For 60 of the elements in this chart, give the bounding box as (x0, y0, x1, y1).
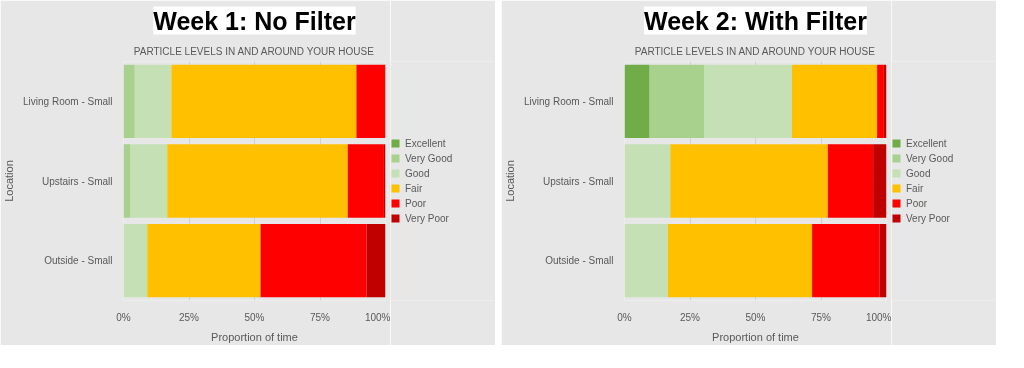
x-tick-label: 100% (865, 311, 892, 323)
bar (366, 224, 386, 298)
x-tick-label: 75% (309, 311, 331, 323)
bar (873, 144, 887, 218)
y-tick-label: Living Room - Small (524, 95, 614, 107)
bar (704, 64, 792, 138)
legend-label: Very Good (906, 152, 954, 164)
chart-title: Week 2: With Filter (644, 6, 868, 35)
bar (812, 224, 880, 298)
x-tick-label: 25% (178, 311, 200, 323)
bar (130, 144, 168, 218)
bar (624, 144, 671, 218)
bar (791, 64, 878, 138)
legend-label: Good (405, 167, 430, 179)
x-tick-label: 100% (364, 311, 391, 323)
bar (123, 64, 135, 138)
x-axis-title: Proportion of time (712, 330, 799, 343)
legend-label: Poor (405, 197, 427, 209)
bar (171, 64, 357, 138)
bar (134, 64, 172, 138)
x-axis-title: Proportion of time (211, 330, 298, 343)
y-axis-title: Location (3, 160, 16, 202)
legend-label: Very Good (405, 152, 453, 164)
legend-label: Fair (405, 182, 424, 194)
x-tick-label: 75% (810, 311, 832, 323)
bar (667, 224, 813, 298)
legend-label: Good (906, 167, 931, 179)
y-tick-label: Outside - Small (44, 255, 113, 267)
bar (167, 144, 348, 218)
x-tick-label: 50% (244, 311, 265, 323)
y-axis-title: Location (504, 160, 517, 202)
chart-title: Week 1: No Filter (153, 6, 356, 35)
bar (356, 64, 386, 138)
x-tick-label: 50% (745, 311, 766, 323)
bar (827, 144, 874, 218)
legend-label: Fair (906, 182, 925, 194)
bar (123, 144, 131, 218)
y-tick-label: Upstairs - Small (542, 175, 614, 187)
bar (347, 144, 384, 218)
y-tick-label: Upstairs - Small (41, 175, 113, 187)
x-tick-label: 25% (679, 311, 701, 323)
bar (877, 64, 884, 138)
legend-label: Very Poor (405, 212, 449, 224)
chart-subtitle: PARTICLE LEVELS IN AND AROUND YOUR HOUSE (634, 45, 876, 57)
y-tick-label: Living Room - Small (23, 95, 113, 107)
bar (624, 224, 668, 298)
chart-subtitle: PARTICLE LEVELS IN AND AROUND YOUR HOUSE (133, 45, 375, 57)
y-tick-label: Outside - Small (545, 255, 614, 267)
bar (670, 144, 828, 218)
x-tick-label: 0% (617, 311, 632, 323)
legend-label: Very Poor (906, 212, 950, 224)
bar (123, 224, 148, 298)
bar (624, 64, 650, 138)
x-tick-label: 0% (116, 311, 131, 323)
bar (260, 224, 367, 298)
legend-label: Excellent (906, 137, 947, 149)
legend-label: Excellent (405, 137, 446, 149)
legend-label: Poor (906, 197, 928, 209)
bar (649, 64, 705, 138)
bar (147, 224, 261, 298)
